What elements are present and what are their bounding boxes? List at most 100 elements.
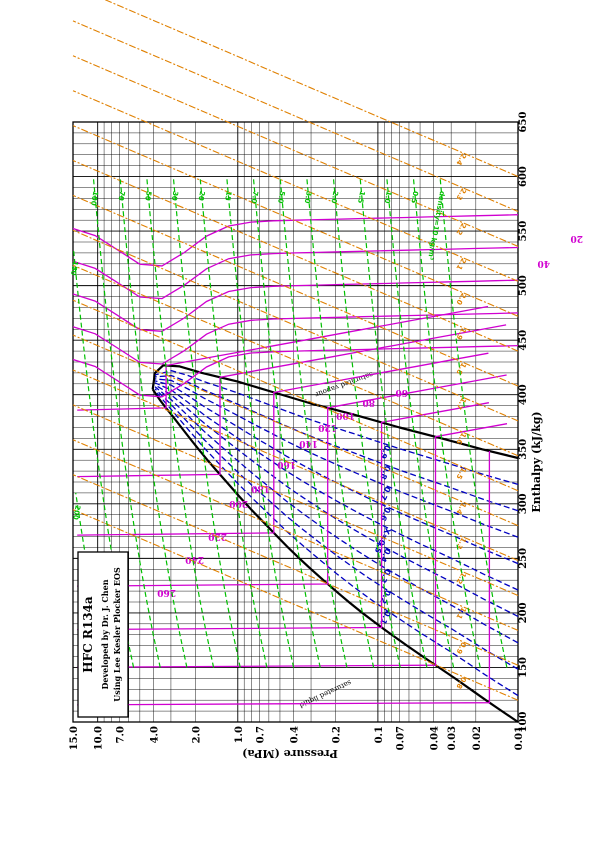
entropy-line — [72, 90, 519, 282]
quality-line — [154, 370, 519, 486]
density-line — [72, 248, 135, 668]
density-label: 50 — [143, 190, 153, 201]
entropy-line — [72, 509, 519, 701]
density-label: 30 — [170, 190, 180, 201]
density-line — [306, 178, 375, 668]
quality-label: 0.6 — [378, 506, 392, 523]
entropy-label: 0.8 — [454, 675, 467, 690]
entropy-line — [72, 334, 519, 527]
isotherm-label: 120 — [318, 422, 337, 432]
isotherm-line — [72, 312, 519, 365]
isotherm-label: 180 — [251, 483, 270, 493]
isotherm-label: 100 — [336, 410, 355, 420]
grid-layer — [72, 121, 519, 723]
entropy-line — [72, 20, 519, 213]
entropy-line — [72, 159, 519, 352]
entropy-label: 2.3 — [454, 187, 467, 202]
isotherm-label: 260 — [157, 587, 176, 597]
x-tick-label: 250 — [518, 548, 529, 569]
density-label: 2.0 — [329, 190, 339, 204]
quality-line — [154, 388, 519, 670]
isotherm-label: 240 — [185, 554, 204, 564]
entropy-label: 2.0 — [454, 291, 467, 306]
density-label: 200 — [71, 505, 81, 521]
y-tick-label: 0.1 — [374, 726, 385, 743]
entropy-label: 2.1 — [454, 256, 467, 271]
y-tick-label: 0.04 — [430, 726, 441, 750]
density-label: 0.5 — [409, 190, 419, 204]
isotherm-label: 20 — [570, 233, 583, 243]
info-box — [77, 551, 129, 718]
density-label: 1.5 — [356, 190, 366, 204]
isotherm-line — [72, 214, 519, 267]
entropy-label: 1.5 — [454, 466, 467, 481]
x-tick-label: 300 — [518, 493, 529, 514]
y-tick-label: 0.03 — [447, 726, 458, 750]
entropy-line — [72, 439, 519, 631]
y-axis-label: Pressure (MPa) — [242, 747, 338, 760]
entropy-label: 2.4 — [454, 152, 467, 167]
x-tick-label: 650 — [518, 112, 529, 133]
info-title: HFC R134a — [81, 596, 95, 673]
pressure-tick-labels: 0.01 0.02 0.03 0.04 0.07 0.1 0.2 0.4 0.7 1.0 2.0 4.… — [69, 726, 525, 750]
isotherm-line — [72, 344, 519, 398]
entropy-line — [72, 264, 519, 457]
x-tick-label: 150 — [518, 657, 529, 678]
x-tick-label: 500 — [518, 275, 529, 296]
y-tick-label: 7.0 — [115, 726, 126, 743]
y-tick-label: 2.0 — [192, 726, 203, 743]
isotherm-label: 80 — [362, 397, 375, 407]
y-tick-label: 0.01 — [514, 726, 525, 750]
enthalpy-tick-labels: 100 150 200 250 300 350 400 450 500 550 600 650 — [518, 112, 529, 733]
x-tick-label: 450 — [518, 330, 529, 351]
info-method: Using Lee Kesler Plocker EOS — [112, 567, 122, 702]
density-line — [146, 178, 215, 668]
x-tick-label: 550 — [518, 221, 529, 242]
y-tick-label: 10.0 — [94, 726, 105, 750]
density-label: density=10 kg/m³ — [426, 190, 446, 260]
isotherm-label: 160 — [277, 459, 296, 469]
density-line — [172, 178, 241, 668]
y-tick-label: 0.02 — [472, 726, 483, 750]
isotherm-line — [77, 423, 508, 668]
x-tick-label: 200 — [518, 602, 529, 623]
density-line — [226, 178, 295, 668]
density-label: 70 — [117, 190, 127, 201]
entropy-label: 1.2 — [454, 571, 467, 586]
isotherm-label: 200 — [229, 498, 248, 508]
isotherm-line — [72, 279, 519, 332]
entropy-label: 0.9 — [454, 640, 467, 655]
isotherm-line — [77, 451, 491, 706]
entropy-line — [72, 369, 519, 562]
plot-frame — [72, 121, 519, 723]
info-developer: Developed by Dr. J. Chen — [100, 579, 110, 689]
density-label: 150 — [69, 260, 79, 276]
isotherm-line — [77, 402, 490, 631]
quality-line — [154, 378, 519, 538]
entropy-line — [72, 125, 519, 317]
x-tick-label: 100 — [518, 712, 529, 733]
y-tick-label: 0.2 — [332, 726, 343, 743]
density-line — [119, 178, 188, 668]
density-line — [439, 178, 508, 668]
density-line — [332, 178, 401, 668]
quality-line — [154, 390, 519, 697]
x-tick-label: 600 — [518, 166, 529, 187]
quality-line — [154, 374, 519, 512]
density-label: 20 — [197, 190, 207, 201]
isotherm-label: 40 — [537, 258, 550, 268]
entropy-label: 2.2 — [454, 222, 467, 237]
isotherm-line — [77, 352, 489, 536]
isotherm-label: 60 — [395, 387, 408, 397]
density-label: 3.0 — [303, 190, 313, 204]
density-line — [359, 178, 428, 668]
entropy-line — [72, 229, 519, 422]
saturated-liquid-label: saturated liquid — [298, 678, 353, 709]
density-label: 5.0 — [276, 190, 286, 204]
y-tick-label: 4.0 — [149, 726, 160, 743]
entropy-line — [72, 194, 519, 387]
density-line — [386, 178, 455, 668]
density-label: 7.0 — [249, 190, 259, 204]
density-label: 15 — [223, 190, 233, 201]
y-tick-label: 0.07 — [396, 726, 407, 750]
